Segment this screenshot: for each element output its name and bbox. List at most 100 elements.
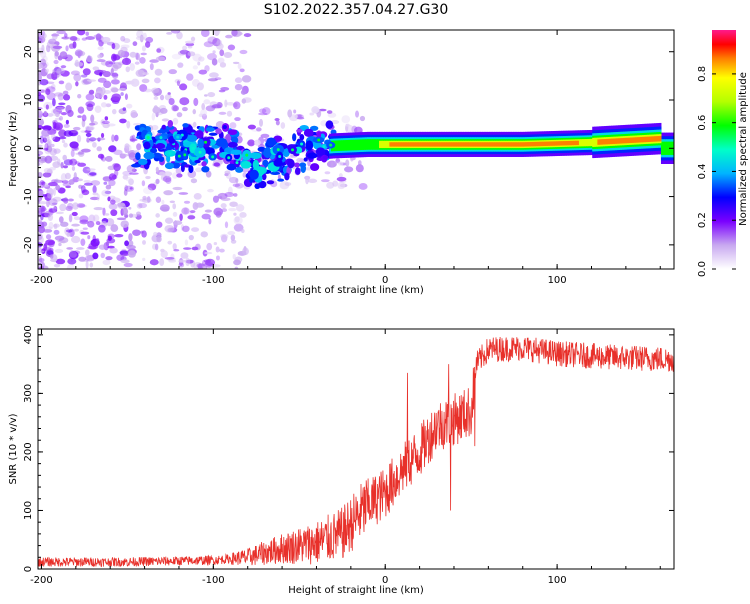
ridge-segment (564, 141, 567, 146)
spectrogram-xtick-label: -200 (30, 275, 53, 286)
snr-ytick-label: 100 (23, 501, 34, 520)
noise-blob (88, 172, 97, 176)
noise-blob (229, 122, 237, 129)
noise-blob (71, 166, 76, 171)
noise-blob (63, 197, 69, 204)
noise-blob (80, 74, 88, 78)
ridge-segment (363, 139, 366, 150)
noise-blob (337, 181, 346, 190)
noise-blob (140, 52, 147, 56)
ridge-blob (227, 141, 238, 148)
noise-blob (44, 210, 52, 218)
ridge-segment (643, 136, 646, 143)
ridge-segment (626, 137, 629, 144)
noise-blob (107, 235, 112, 241)
ridge-segment (452, 142, 456, 147)
noise-blob (38, 221, 45, 229)
noise-blob (358, 183, 368, 190)
noise-blob (41, 44, 45, 53)
ridge-segment (511, 142, 514, 147)
ridge-segment (375, 139, 378, 150)
noise-blob (126, 244, 136, 250)
band-blob (299, 162, 307, 168)
ridge-segment (387, 140, 390, 149)
noise-blob (168, 97, 175, 106)
ridge-segment (492, 142, 495, 147)
noise-blob (213, 241, 218, 246)
noise-blob (39, 78, 49, 86)
noise-blob (55, 105, 65, 110)
noise-blob (39, 118, 44, 126)
noise-blob (163, 190, 174, 196)
ridge-segment (499, 142, 502, 147)
noise-blob (117, 202, 126, 207)
noise-blob (65, 229, 73, 233)
ridge-segment (483, 142, 487, 147)
ridge-segment (537, 141, 540, 147)
noise-blob (130, 78, 140, 87)
ridge-segment (397, 142, 401, 147)
noise-blob (130, 109, 138, 119)
noise-blob (141, 78, 150, 84)
noise-blob (47, 213, 54, 221)
ridge-segment (346, 139, 349, 151)
ridge-segment (587, 138, 590, 147)
noise-blob (110, 79, 120, 85)
ridge-segment (664, 141, 667, 155)
ridge-blob (305, 140, 314, 151)
ridge-segment (502, 142, 506, 147)
snr-xtick-label: -100 (202, 575, 225, 586)
ridge-segment (348, 139, 351, 151)
ridge-segment (630, 137, 633, 143)
noise-blob (111, 134, 115, 143)
noise-blob (146, 196, 151, 203)
ridge-segment (547, 141, 550, 146)
noise-blob (38, 255, 43, 264)
noise-blob (69, 250, 77, 258)
ridge-segment (528, 142, 531, 147)
noise-blob (107, 245, 115, 249)
ridge-segment (535, 141, 538, 147)
noise-blob (88, 91, 95, 95)
noise-blob (96, 59, 106, 62)
noise-blob (158, 171, 166, 176)
noise-blob (195, 167, 203, 173)
noise-blob (48, 221, 54, 230)
noise-blob (164, 256, 175, 260)
noise-blob (169, 200, 176, 204)
band-blob (266, 180, 275, 185)
noise-blob (100, 102, 107, 108)
ridge-segment (602, 139, 605, 145)
noise-blob (105, 103, 112, 108)
ridge-segment (571, 140, 574, 146)
noise-blob (141, 45, 146, 52)
noise-blob (71, 211, 78, 217)
noise-blob (58, 216, 64, 223)
ridge-segment (406, 142, 409, 147)
noise-blob (42, 137, 48, 143)
noise-blob (147, 183, 157, 191)
noise-blob (73, 73, 82, 82)
noise-blob (198, 69, 208, 75)
ridge-segment (576, 140, 579, 146)
noise-blob (113, 163, 121, 172)
noise-blob (73, 172, 77, 180)
ridge-blob-core (211, 155, 215, 159)
band-blob (213, 162, 221, 167)
ridge-segment (370, 139, 373, 150)
noise-blob (104, 213, 110, 216)
noise-blob (62, 154, 67, 161)
ridge-segment (592, 137, 595, 147)
noise-blob (182, 45, 188, 51)
ridge-segment (344, 140, 347, 151)
ridge-segment (487, 142, 490, 147)
noise-blob (227, 231, 236, 236)
noise-blob (112, 62, 122, 69)
noise-blob (65, 119, 69, 125)
ridge-segment (566, 141, 569, 146)
band-blob (194, 130, 204, 139)
noise-blob (92, 141, 97, 148)
noise-blob (55, 211, 64, 215)
ridge-segment (561, 141, 564, 146)
noise-blob (88, 242, 99, 250)
